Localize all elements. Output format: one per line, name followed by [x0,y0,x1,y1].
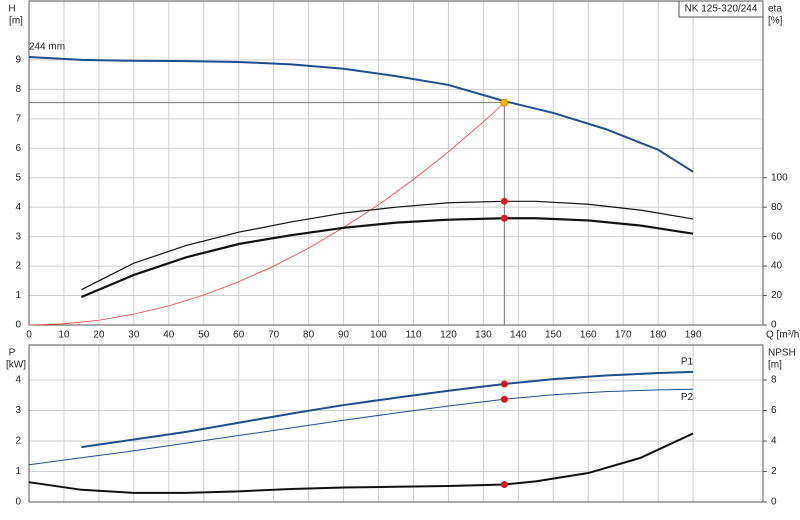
y-axis-label: H [8,4,15,15]
x-tick-label: 60 [233,330,245,341]
duty-point [500,197,508,205]
y-tick-label: 8 [15,84,21,95]
curve [28,432,694,494]
y-axis-unit: [m] [9,16,23,27]
y-tick-label: 2 [15,261,21,272]
y2-axis-label: eta [768,4,782,15]
curve-label: 244 mm [29,42,65,53]
duty-point [500,395,508,403]
x-tick-label: 80 [303,330,315,341]
duty-point [500,380,508,388]
x-tick-label: 10 [58,330,70,341]
y2-tick-label: 0 [771,497,777,508]
x-tick-label: 140 [510,330,527,341]
plot-frame [28,0,764,326]
y-tick-label: 5 [15,172,21,183]
y-tick-label: 0 [15,497,21,508]
y-axis-unit: [kW] [6,360,26,371]
y2-tick-label: 8 [771,375,777,386]
y2-tick-label: 6 [771,405,777,416]
title-box [678,0,764,18]
x-tick-label: 100 [370,330,387,341]
y-tick-label: 4 [15,202,21,213]
curve [81,370,694,449]
y2-tick-label: 2 [771,466,777,477]
x-tick-label: 90 [338,330,350,341]
curve [28,55,694,173]
y-tick-label: 6 [15,143,21,154]
x-tick-label: 40 [163,330,175,341]
duty-point [500,214,508,222]
y-tick-label: 9 [15,55,21,66]
curve-label: P2 [681,392,694,403]
y-tick-label: 0 [15,320,21,331]
x-tick-label: 50 [198,330,210,341]
curve [81,200,694,291]
x-tick-label: 190 [685,330,702,341]
x-tick-label: 160 [580,330,597,341]
chart-title: NK 125-320/244 [685,4,758,15]
y-axis-label: P [9,348,16,359]
x-tick-label: 20 [93,330,105,341]
y-tick-label: 1 [15,466,21,477]
y2-tick-label: 0 [771,320,777,331]
y-tick-label: 3 [15,231,21,242]
x-tick-label: 180 [650,330,667,341]
y2-tick-label: 40 [771,261,783,272]
y-tick-label: 2 [15,436,21,447]
y2-tick-label: 60 [771,231,783,242]
y2-axis-unit: [%] [768,16,783,27]
x-tick-label: 130 [475,330,492,341]
y-tick-label: 4 [15,375,21,386]
y2-axis-label: NPSH [768,348,796,359]
plot-frame [28,344,764,503]
y2-axis-unit: [m] [768,360,782,371]
curve [28,388,694,466]
x-tick-label: 150 [545,330,562,341]
x-axis-label: Q [m³/h] [766,330,800,341]
x-tick-label: 110 [405,330,421,341]
x-tick-label: 30 [128,330,140,341]
duty-point [500,98,509,107]
x-tick-label: 120 [440,330,457,341]
y-tick-label: 1 [15,290,21,301]
curve-label: P1 [681,356,694,367]
y-tick-label: 7 [15,113,21,124]
curve [28,102,505,326]
curve [81,217,694,299]
y2-tick-label: 100 [771,172,788,183]
y2-tick-label: 20 [771,290,783,301]
y2-tick-label: 80 [771,202,783,213]
x-tick-label: 70 [268,330,280,341]
y-tick-label: 3 [15,405,21,416]
duty-point [500,480,508,488]
x-tick-label: 170 [615,330,632,341]
x-tick-label: 0 [26,330,32,341]
y2-tick-label: 4 [771,436,777,447]
